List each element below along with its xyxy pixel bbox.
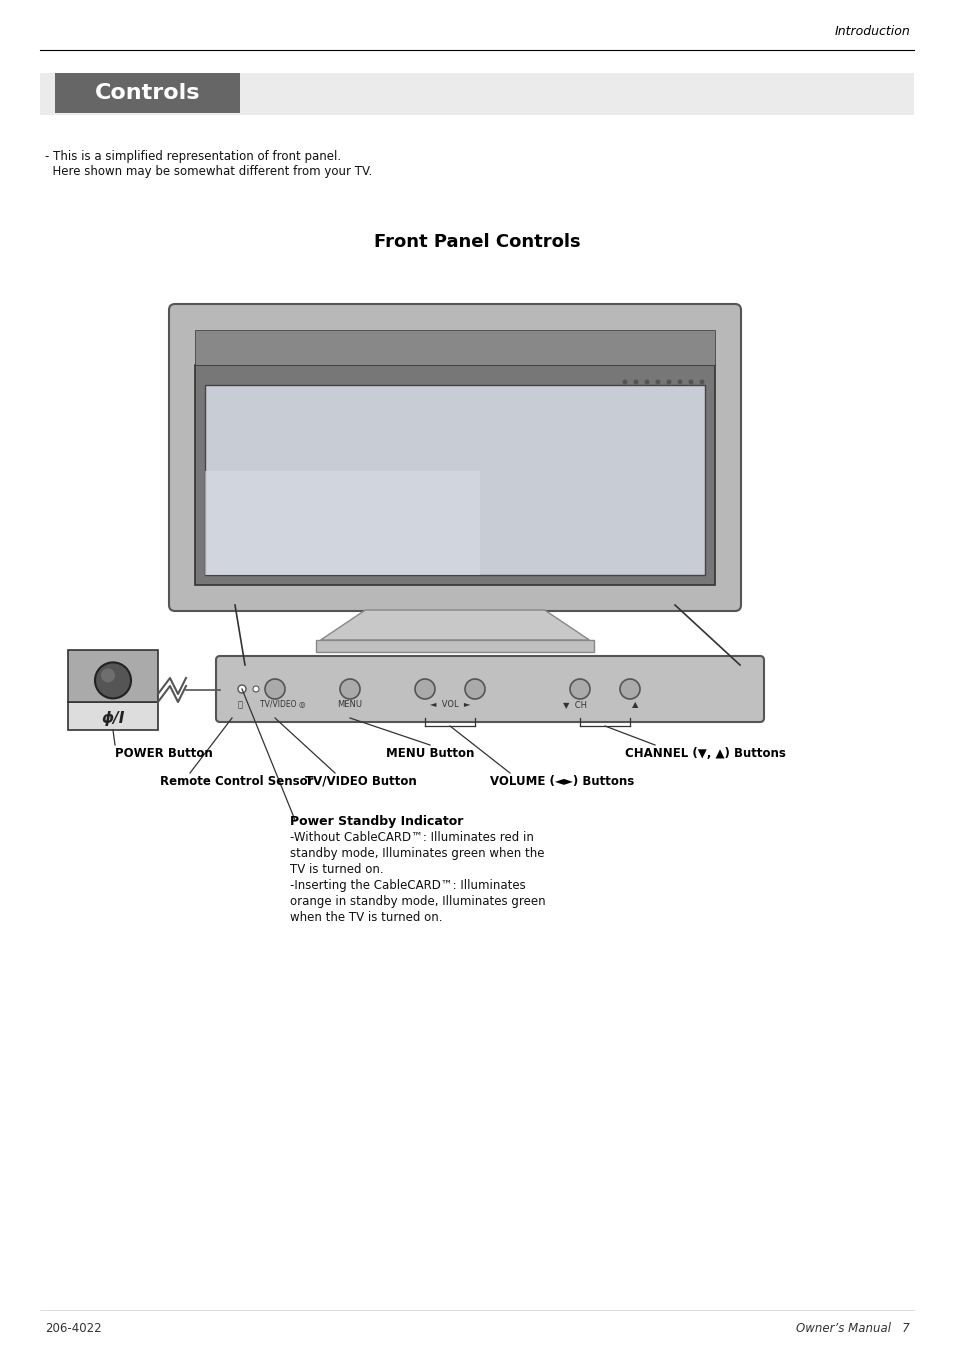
Text: when the TV is turned on.: when the TV is turned on. [290, 911, 442, 924]
Bar [68, 703, 158, 730]
Text: MENU Button: MENU Button [385, 747, 474, 761]
Text: MENU: MENU [337, 700, 362, 709]
Text: Remote Control Sensor: Remote Control Sensor [160, 775, 314, 788]
Circle shape [101, 669, 115, 682]
Circle shape [237, 685, 246, 693]
Bar [205, 385, 704, 576]
Text: POWER Button: POWER Button [115, 747, 213, 761]
Circle shape [666, 380, 671, 385]
Circle shape [265, 680, 285, 698]
Text: TV is turned on.: TV is turned on. [290, 863, 383, 875]
Text: ▼  CH: ▼ CH [562, 700, 586, 709]
Circle shape [415, 680, 435, 698]
Text: TV/VIDEO ◎: TV/VIDEO ◎ [260, 700, 305, 709]
Bar [194, 330, 714, 365]
Bar [315, 640, 594, 653]
Circle shape [95, 662, 131, 698]
Circle shape [655, 380, 659, 385]
Text: Front Panel Controls: Front Panel Controls [374, 232, 579, 251]
Text: 206-4022: 206-4022 [45, 1323, 102, 1335]
Text: -Without CableCARD™: Illuminates red in: -Without CableCARD™: Illuminates red in [290, 831, 534, 844]
Circle shape [699, 380, 703, 385]
Text: Here shown may be somewhat different from your TV.: Here shown may be somewhat different fro… [45, 165, 372, 178]
Text: Power Standby Indicator: Power Standby Indicator [290, 815, 463, 828]
Bar [40, 73, 913, 115]
Circle shape [253, 686, 258, 692]
Circle shape [688, 380, 693, 385]
FancyBboxPatch shape [215, 657, 763, 721]
Text: ⏻: ⏻ [237, 700, 242, 709]
Circle shape [644, 380, 649, 385]
Text: - This is a simplified representation of front panel.: - This is a simplified representation of… [45, 150, 341, 163]
Text: ◄  VOL  ►: ◄ VOL ► [430, 700, 470, 709]
Circle shape [619, 680, 639, 698]
Circle shape [464, 680, 484, 698]
Bar [68, 650, 158, 703]
Circle shape [633, 380, 638, 385]
FancyBboxPatch shape [169, 304, 740, 611]
Circle shape [622, 380, 627, 385]
Bar [55, 73, 240, 113]
Text: VOLUME (◄►) Buttons: VOLUME (◄►) Buttons [490, 775, 634, 788]
Text: TV/VIDEO Button: TV/VIDEO Button [305, 775, 416, 788]
Bar [205, 470, 479, 576]
Text: ϕ/I: ϕ/I [101, 711, 125, 725]
Circle shape [569, 680, 589, 698]
Text: Controls: Controls [95, 82, 200, 103]
Text: -Inserting the CableCARD™: Illuminates: -Inserting the CableCARD™: Illuminates [290, 880, 525, 892]
Text: Owner’s Manual   7: Owner’s Manual 7 [796, 1323, 909, 1335]
Text: Introduction: Introduction [833, 26, 909, 38]
Bar [194, 365, 714, 585]
Circle shape [339, 680, 359, 698]
Text: standby mode, Illuminates green when the: standby mode, Illuminates green when the [290, 847, 544, 861]
Circle shape [677, 380, 681, 385]
Text: CHANNEL (▼, ▲) Buttons: CHANNEL (▼, ▲) Buttons [624, 747, 785, 761]
Polygon shape [320, 611, 589, 640]
Text: orange in standby mode, Illuminates green: orange in standby mode, Illuminates gree… [290, 894, 545, 908]
Text: ▲: ▲ [631, 700, 638, 709]
